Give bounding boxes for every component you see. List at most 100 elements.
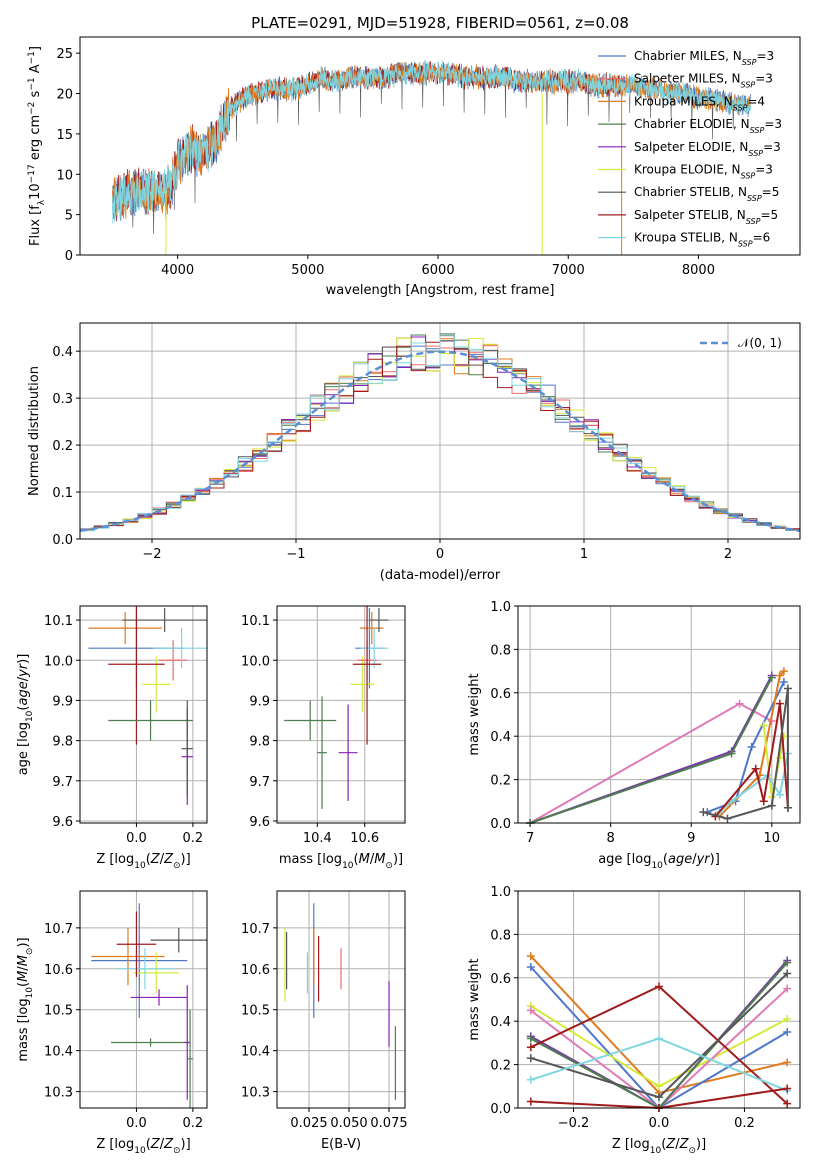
weight-marker <box>779 677 788 686</box>
weight-marker <box>775 671 784 680</box>
x-tick-label: 0.075 <box>370 1116 407 1131</box>
legend-label: Salpeter STELIB, NSSP=5 <box>634 208 778 226</box>
y-tick-label: 9.6 <box>52 815 73 830</box>
weight-marker <box>783 984 792 993</box>
x-axis-label: mass [log10(M/M⊙)] <box>279 852 403 871</box>
weight-marker <box>655 1034 663 1043</box>
axes-frame <box>79 322 801 540</box>
weight-marker <box>526 1075 535 1084</box>
weight-marker <box>783 958 792 967</box>
weight-marker <box>526 1034 535 1043</box>
y-tick-label: 0.0 <box>490 817 511 832</box>
normal-curve <box>79 350 801 533</box>
y-tick-label: 15 <box>56 128 73 143</box>
x-tick-label: 7 <box>526 831 534 846</box>
y-tick-label: 10.5 <box>241 1004 270 1019</box>
spectrum-plot: PLATE=0291, MJD=51928, FIBERID=0561, z=0… <box>27 14 801 298</box>
spectrum-line <box>112 60 751 225</box>
x-tick-label: 0.0 <box>649 1116 670 1131</box>
weights-vs-metallicity-plot: −0.2 0.0 0.2 0.0 0.2 0.4 0.6 0.8 1.0 Z [log10(Z/Z… <box>467 885 801 1156</box>
x-tick-label: 0.0 <box>126 831 147 846</box>
weight-marker <box>775 753 784 762</box>
x-axis-label: Z [log10(Z/Z⊙)] <box>96 852 190 871</box>
y-tick-label: 10.1 <box>44 614 73 629</box>
mass-vs-ebv-plot: 0.025 0.050 0.075 10.3 10.4 10.5 10.6 10.7 E(B-V… <box>241 890 408 1152</box>
y-tick-label: 10.3 <box>44 1086 73 1101</box>
weight-marker <box>783 1058 792 1067</box>
x-tick-label: 0.2 <box>183 831 204 846</box>
weight-marker <box>655 982 663 991</box>
y-tick-label: 0.4 <box>52 345 73 360</box>
weight-marker <box>526 952 535 961</box>
x-tick-label: 5000 <box>291 263 324 278</box>
legend-label: Chabrier STELIB, NSSP=5 <box>634 185 779 203</box>
y-tick-label: 10.6 <box>241 963 270 978</box>
x-tick-label: 8 <box>607 831 615 846</box>
y-tick-label: 0.8 <box>490 643 511 658</box>
y-tick-label: 0.2 <box>490 1059 511 1074</box>
y-tick-label: 0.2 <box>52 439 73 454</box>
y-tick-label: 10 <box>56 168 73 183</box>
weight-marker <box>783 803 792 812</box>
x-tick-label: 10.6 <box>350 831 379 846</box>
axes-frame <box>517 605 801 824</box>
y-tick-label: 10.5 <box>44 1004 73 1019</box>
y-tick-label: 9.7 <box>249 775 270 790</box>
y-tick-label: 10.4 <box>44 1045 73 1060</box>
weight-marker <box>783 969 792 978</box>
x-axis-label: wavelength [Angstrom, rest frame] <box>326 283 555 298</box>
weight-marker <box>783 684 792 693</box>
weight-marker <box>526 962 535 971</box>
axes-frame <box>276 605 406 824</box>
y-tick-label: 5 <box>65 209 73 224</box>
x-tick-label: 1 <box>580 547 588 562</box>
spectrum-title: PLATE=0291, MJD=51928, FIBERID=0561, z=0… <box>251 14 629 32</box>
residuals-plot: −2 −1 0 1 2 0.0 0.1 0.2 0.3 0.4 𝒩(0, 1) (data-model… <box>27 322 801 583</box>
y-tick-label: 10.7 <box>44 922 73 937</box>
y-tick-label: 10.6 <box>44 963 73 978</box>
x-axis-label: (data-model)/error <box>380 568 501 583</box>
y-tick-label: 10.1 <box>241 614 270 629</box>
y-tick-label: 0 <box>65 249 73 264</box>
y-axis-label: age [log10(age/yr)] <box>16 654 35 776</box>
y-tick-label: 9.7 <box>52 775 73 790</box>
weight-marker <box>783 1028 792 1037</box>
weight-line <box>703 688 789 820</box>
x-tick-label: 0.050 <box>330 1116 367 1131</box>
weight-marker <box>783 1099 792 1108</box>
age-vs-metallicity-plot: 0.0 0.2 9.6 9.7 9.8 9.9 10.0 10.1 Z [log10(Z/Z⊙)… <box>16 605 208 871</box>
x-tick-label: 8000 <box>682 263 715 278</box>
weight-marker <box>727 749 736 758</box>
weight-marker <box>775 699 784 708</box>
x-tick-label: 10.4 <box>303 831 332 846</box>
y-tick-label: 0.3 <box>52 392 73 407</box>
x-tick-label: 10 <box>764 831 781 846</box>
x-tick-label: 0.0 <box>126 1116 147 1131</box>
y-tick-label: 1.0 <box>490 885 511 900</box>
y-tick-label: 10.4 <box>241 1045 270 1060</box>
x-axis-label: Z [log10(Z/Z⊙)] <box>612 1137 706 1156</box>
y-tick-label: 0.0 <box>52 533 73 548</box>
weight-marker <box>699 808 708 817</box>
x-axis-label: age [log10(age/yr)] <box>598 852 720 871</box>
axes-frame <box>79 36 801 256</box>
y-tick-label: 10.0 <box>44 654 73 669</box>
y-axis-label: mass weight <box>467 958 482 1040</box>
y-tick-label: 0.2 <box>490 774 511 789</box>
x-axis-label: Z [log10(Z/Z⊙)] <box>96 1137 190 1156</box>
weight-marker <box>526 1043 535 1052</box>
y-axis-label: mass [log10(M/M⊙)] <box>16 937 35 1061</box>
x-tick-label: 0.025 <box>290 1116 327 1131</box>
weight-marker <box>759 721 768 730</box>
weight-marker <box>783 1084 792 1093</box>
legend-label: 𝒩(0, 1) <box>738 336 782 350</box>
x-tick-label: −2 <box>142 547 161 562</box>
y-tick-label: 0.8 <box>490 928 511 943</box>
weight-marker <box>767 801 776 810</box>
x-tick-label: 0.2 <box>183 1116 204 1131</box>
y-tick-label: 9.8 <box>52 735 73 750</box>
weight-marker <box>759 797 768 806</box>
weight-marker <box>526 1097 535 1106</box>
y-tick-label: 9.6 <box>249 815 270 830</box>
y-tick-label: 10.7 <box>241 922 270 937</box>
